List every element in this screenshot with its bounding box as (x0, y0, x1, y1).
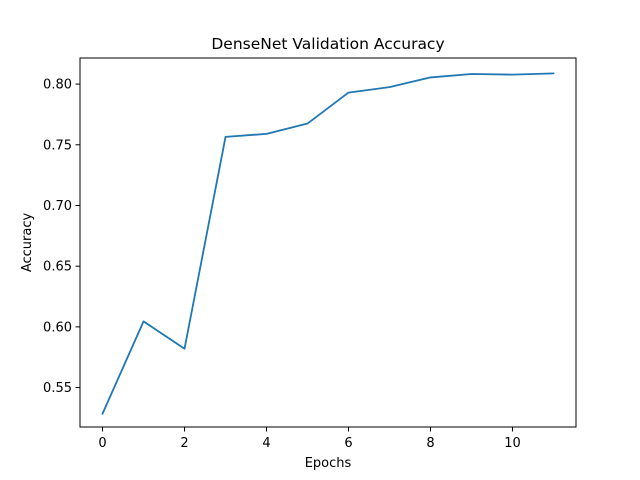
x-tick-label: 4 (262, 436, 270, 451)
x-axis-ticks: 0 2 4 6 8 10 (98, 427, 521, 451)
x-tick-label: 0 (98, 436, 106, 451)
x-tick-label: 6 (344, 436, 352, 451)
series-layer (101, 72, 555, 415)
x-axis-label: Epochs (305, 456, 352, 471)
y-axis-ticks: 0.55 0.60 0.65 0.70 0.75 0.80 (43, 78, 80, 396)
chart-title: DenseNet Validation Accuracy (211, 35, 444, 53)
y-tick-label: 0.75 (43, 138, 72, 153)
y-tick-label: 0.60 (43, 320, 72, 335)
x-tick-label: 2 (180, 436, 188, 451)
y-axis-label: Accuracy (20, 213, 35, 273)
x-tick-label: 8 (426, 436, 434, 451)
accuracy-series-line (101, 72, 555, 415)
y-tick-label: 0.70 (43, 199, 72, 214)
x-tick-label: 10 (504, 436, 521, 451)
y-tick-label: 0.55 (43, 381, 72, 396)
y-tick-label: 0.80 (43, 78, 72, 93)
plot-area-frame (79, 57, 577, 428)
y-tick-label: 0.65 (43, 260, 72, 275)
